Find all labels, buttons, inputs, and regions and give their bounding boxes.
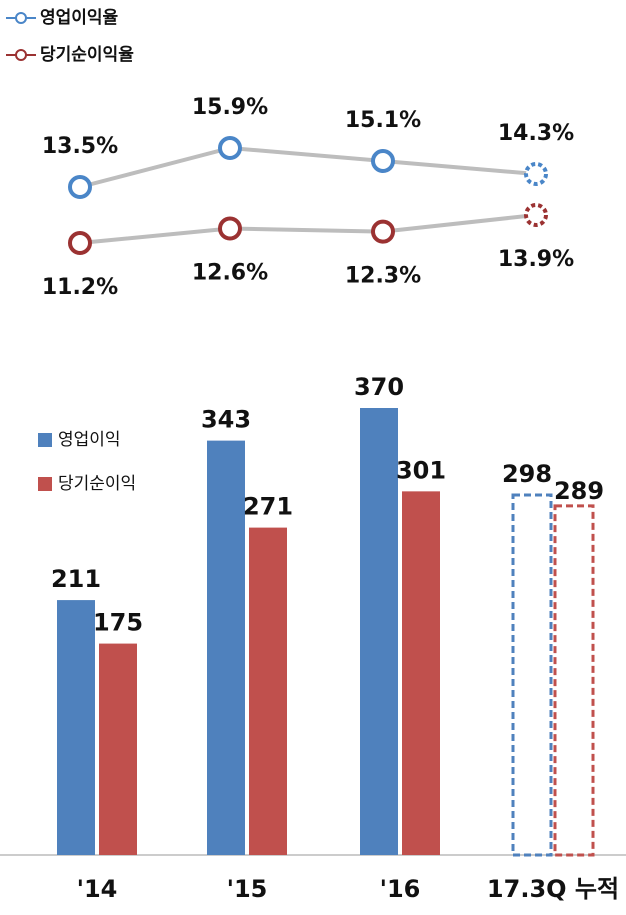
legend-swatch (38, 433, 52, 447)
point (68, 175, 92, 199)
data-label: 11.2% (42, 275, 118, 300)
x-tick-label: 17.3Q 누적 (487, 875, 619, 903)
point (218, 216, 242, 241)
data-label: 15.1% (345, 108, 421, 133)
legend-label: 당기순이익율 (40, 45, 134, 65)
data-label: 12.6% (192, 260, 268, 285)
point (524, 203, 548, 227)
data-label: 370 (354, 373, 404, 401)
point (68, 231, 92, 255)
legend-label: 당기순이익 (58, 474, 136, 494)
legend-marker (15, 12, 27, 24)
data-label: 15.9% (192, 95, 268, 120)
x-tick-label: '16 (380, 875, 421, 903)
legend-swatch (38, 477, 52, 491)
data-label: 12.3% (345, 264, 421, 289)
bar (57, 600, 95, 855)
bar (402, 491, 440, 855)
data-label: 14.3% (498, 121, 574, 146)
bar (511, 493, 553, 857)
line-series (79, 213, 537, 245)
data-label: 343 (201, 406, 251, 434)
data-label: 13.9% (498, 247, 574, 272)
point (371, 149, 395, 173)
legend-marker (15, 49, 27, 61)
data-label: 13.5% (42, 134, 118, 159)
x-tick-label: '14 (77, 875, 118, 903)
bar (360, 408, 398, 855)
point (371, 219, 395, 244)
data-label: 301 (396, 456, 446, 484)
bar (553, 504, 595, 857)
data-label: 175 (93, 609, 143, 637)
data-label: 271 (243, 493, 293, 521)
bar (207, 440, 245, 855)
data-label: 298 (502, 460, 552, 488)
point (524, 162, 548, 186)
legend-label: 영업이익 (58, 430, 121, 450)
data-label: 289 (554, 477, 604, 505)
legend-label: 영업이익율 (40, 8, 119, 28)
bar (249, 527, 287, 855)
point (218, 136, 242, 160)
x-tick-label: '15 (227, 875, 268, 903)
line-series (79, 145, 537, 189)
data-label: 211 (51, 565, 101, 593)
bar (99, 643, 137, 855)
